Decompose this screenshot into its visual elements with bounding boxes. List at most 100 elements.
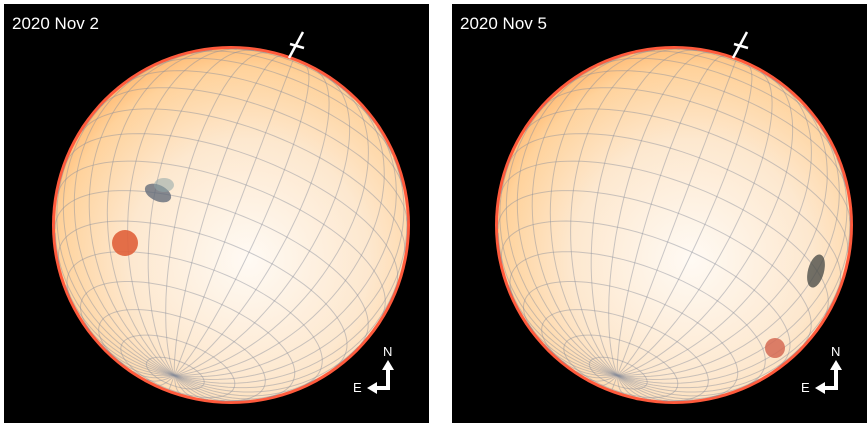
grid-line xyxy=(616,375,636,398)
grid-line xyxy=(88,54,187,376)
grid-line xyxy=(132,370,175,379)
grid-line xyxy=(497,190,812,345)
grid-line xyxy=(599,57,836,155)
disk-surface xyxy=(498,49,850,401)
grid-line xyxy=(127,48,237,376)
east-label: E xyxy=(801,380,810,395)
grid-line xyxy=(57,220,348,368)
grid-line xyxy=(499,162,618,376)
grid-line xyxy=(541,309,709,402)
grid-line xyxy=(234,48,345,91)
grid-line xyxy=(56,162,175,376)
grid-line xyxy=(617,346,802,393)
grid-line xyxy=(617,71,773,376)
stellar-disk xyxy=(52,31,410,404)
grid-line xyxy=(522,281,739,398)
grid-line xyxy=(98,309,266,402)
grid-line xyxy=(617,375,669,402)
panel-nov-5: 2020 Nov 5 N E xyxy=(452,4,867,423)
grid-line xyxy=(147,49,255,376)
grid-line xyxy=(54,190,369,345)
grid-line xyxy=(617,374,760,397)
stellar-disk xyxy=(495,31,853,404)
grid-line xyxy=(549,49,656,376)
grid-line xyxy=(617,286,840,389)
grid-line xyxy=(119,360,175,377)
grid-line xyxy=(173,375,182,395)
grid-line xyxy=(174,374,277,400)
grid-line xyxy=(516,66,618,376)
grid-line xyxy=(569,70,847,187)
grid-line xyxy=(84,323,175,376)
grid-line xyxy=(173,375,193,398)
grid-line xyxy=(101,343,175,376)
grid-line xyxy=(617,78,794,376)
grid-line xyxy=(617,374,720,400)
grid-line xyxy=(174,126,397,378)
grid-line xyxy=(174,157,405,381)
grid-line xyxy=(633,50,818,123)
grid-line xyxy=(497,232,618,376)
grid-line xyxy=(66,251,323,385)
rotation-axis-icon xyxy=(287,31,305,59)
date-label: 2020 Nov 5 xyxy=(460,14,547,33)
grid-line xyxy=(616,60,737,376)
grid-line xyxy=(65,284,175,376)
grid-line xyxy=(174,375,226,402)
grid-line xyxy=(174,217,408,384)
grid-line xyxy=(616,375,652,400)
dark-spot-faint xyxy=(154,178,174,192)
grid-line xyxy=(589,374,618,382)
grid-line xyxy=(156,57,393,155)
grid-line xyxy=(168,375,175,390)
compass: N E xyxy=(801,344,867,404)
grid-line xyxy=(617,105,828,376)
grid-line xyxy=(106,49,213,376)
grid-line xyxy=(120,334,236,399)
grid-line xyxy=(174,88,369,376)
grid-line xyxy=(57,160,386,316)
grid-line xyxy=(570,48,680,376)
grid-line xyxy=(174,375,250,402)
grid-line xyxy=(173,55,282,376)
grid-line xyxy=(531,54,630,376)
grid-line xyxy=(174,71,330,376)
grid-line xyxy=(54,232,175,376)
date-label: 2020 Nov 2 xyxy=(12,14,99,33)
grid-line xyxy=(174,286,397,389)
north-label: N xyxy=(383,344,393,359)
grid-line xyxy=(524,108,849,253)
grid-line xyxy=(100,87,408,222)
grid-line xyxy=(174,374,317,397)
grid-line xyxy=(588,356,648,390)
grid-line xyxy=(79,281,296,398)
north-label: N xyxy=(831,344,841,359)
grid-line xyxy=(500,220,791,368)
grid-line xyxy=(617,88,812,376)
grid-line xyxy=(157,375,175,386)
grid-line xyxy=(508,284,618,376)
lat-lon-grid xyxy=(54,48,408,402)
rotation-axis-icon xyxy=(731,31,749,59)
grid-line xyxy=(677,48,788,91)
grid-line xyxy=(563,334,679,399)
grid-line xyxy=(505,102,618,376)
panel-nov-2: 2020 Nov 2 N E xyxy=(4,4,429,423)
grid-line xyxy=(562,360,618,377)
grid-line xyxy=(173,60,294,376)
east-label: E xyxy=(353,380,362,395)
grid-line xyxy=(616,375,625,395)
grid-line xyxy=(611,375,618,390)
grid-line xyxy=(575,370,618,379)
grid-line xyxy=(174,64,310,376)
grid-line xyxy=(165,52,267,376)
compass-arrow-icon xyxy=(815,360,842,394)
grid-line xyxy=(126,70,404,187)
grid-line xyxy=(616,55,725,376)
grid-line xyxy=(617,64,753,376)
grid-line xyxy=(590,49,698,376)
grid-line xyxy=(145,356,205,390)
compass: N E xyxy=(353,344,419,404)
disk-surface xyxy=(55,49,407,401)
grid-line xyxy=(174,78,351,376)
